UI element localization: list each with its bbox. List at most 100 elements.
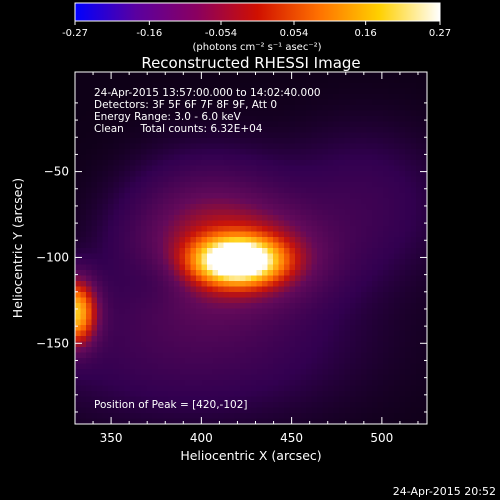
heatmap-cell xyxy=(240,231,247,238)
heatmap-cell xyxy=(190,110,197,117)
heatmap-cell xyxy=(86,308,93,315)
heatmap-cell xyxy=(75,209,82,216)
heatmap-cell xyxy=(278,352,285,359)
heatmap-cell xyxy=(135,270,142,277)
heatmap-cell xyxy=(350,116,357,123)
heatmap-cell xyxy=(97,286,104,293)
heatmap-cell xyxy=(245,259,252,266)
heatmap-cell xyxy=(102,105,109,112)
heatmap-cell xyxy=(234,220,241,227)
heatmap-cell xyxy=(421,347,427,354)
heatmap-cell xyxy=(185,149,192,156)
heatmap-cell xyxy=(86,237,93,244)
heatmap-cell xyxy=(284,187,291,194)
heatmap-cell xyxy=(212,396,219,403)
heatmap-cell xyxy=(256,88,263,95)
heatmap-cell xyxy=(168,110,175,117)
heatmap-cell xyxy=(317,264,324,271)
heatmap-cell xyxy=(284,171,291,178)
heatmap-cell xyxy=(80,303,87,310)
heatmap-cell xyxy=(97,182,104,189)
heatmap-cell xyxy=(75,248,82,255)
heatmap-cell xyxy=(130,270,137,277)
heatmap-cell xyxy=(146,160,153,167)
heatmap-cell xyxy=(240,149,247,156)
heatmap-cell xyxy=(399,292,406,299)
heatmap-cell xyxy=(207,94,214,101)
heatmap-cell xyxy=(102,127,109,134)
heatmap-cell xyxy=(168,358,175,365)
heatmap-cell xyxy=(317,116,324,123)
heatmap-cell xyxy=(251,314,258,321)
heatmap-cell xyxy=(135,105,142,112)
heatmap-cell xyxy=(245,149,252,156)
heatmap-cell xyxy=(113,407,120,414)
heatmap-cell xyxy=(130,204,137,211)
heatmap-cell xyxy=(163,242,170,249)
heatmap-cell xyxy=(86,319,93,326)
heatmap-cell xyxy=(394,193,401,200)
heatmap-cell xyxy=(289,325,296,332)
heatmap-cell xyxy=(190,215,197,222)
heatmap-cell xyxy=(311,165,318,172)
heatmap-cell xyxy=(300,209,307,216)
heatmap-cell xyxy=(256,270,263,277)
heatmap-cell xyxy=(130,176,137,183)
heatmap-cell xyxy=(119,264,126,271)
heatmap-cell xyxy=(212,165,219,172)
heatmap-cell xyxy=(91,121,98,128)
heatmap-cell xyxy=(251,165,258,172)
heatmap-cell xyxy=(289,132,296,139)
heatmap-cell xyxy=(174,314,181,321)
heatmap-cell xyxy=(416,138,423,145)
heatmap-cell xyxy=(163,187,170,194)
heatmap-cell xyxy=(405,237,412,244)
heatmap-cell xyxy=(333,336,340,343)
heatmap-cell xyxy=(399,259,406,266)
heatmap-cell xyxy=(190,176,197,183)
heatmap-cell xyxy=(416,297,423,304)
heatmap-cell xyxy=(328,264,335,271)
heatmap-cell xyxy=(75,264,82,271)
heatmap-cell xyxy=(350,187,357,194)
heatmap-cell xyxy=(102,352,109,359)
heatmap-cell xyxy=(190,380,197,387)
heatmap-cell xyxy=(366,105,373,112)
heatmap-cell xyxy=(229,330,236,337)
heatmap-cell xyxy=(366,380,373,387)
heatmap-cell xyxy=(421,297,427,304)
heatmap-cell xyxy=(157,385,164,392)
heatmap-cell xyxy=(416,319,423,326)
heatmap-cell xyxy=(80,380,87,387)
heatmap-cell xyxy=(168,281,175,288)
heatmap-cell xyxy=(234,380,241,387)
heatmap-cell xyxy=(152,259,159,266)
heatmap-cell xyxy=(322,391,329,398)
heatmap-cell xyxy=(119,105,126,112)
heatmap-cell xyxy=(157,237,164,244)
heatmap-cell xyxy=(80,187,87,194)
heatmap-cell xyxy=(113,160,120,167)
heatmap-cell xyxy=(146,72,153,79)
heatmap-cell xyxy=(350,193,357,200)
heatmap-cell xyxy=(163,385,170,392)
heatmap-cell xyxy=(416,275,423,282)
heatmap-cell xyxy=(251,248,258,255)
heatmap-cell xyxy=(179,160,186,167)
heatmap-cell xyxy=(212,171,219,178)
heatmap-cell xyxy=(113,314,120,321)
heatmap-cell xyxy=(399,83,406,90)
heatmap-cell xyxy=(163,138,170,145)
heatmap-cell xyxy=(339,286,346,293)
heatmap-cell xyxy=(251,297,258,304)
heatmap-cell xyxy=(152,308,159,315)
heatmap-cell xyxy=(80,127,87,134)
heatmap-cell xyxy=(240,154,247,161)
heatmap-cell xyxy=(102,83,109,90)
heatmap-cell xyxy=(80,352,87,359)
heatmap-cell xyxy=(273,242,280,249)
heatmap-cell xyxy=(119,215,126,222)
heatmap-cell xyxy=(350,110,357,117)
heatmap-cell xyxy=(278,88,285,95)
heatmap-cell xyxy=(207,380,214,387)
